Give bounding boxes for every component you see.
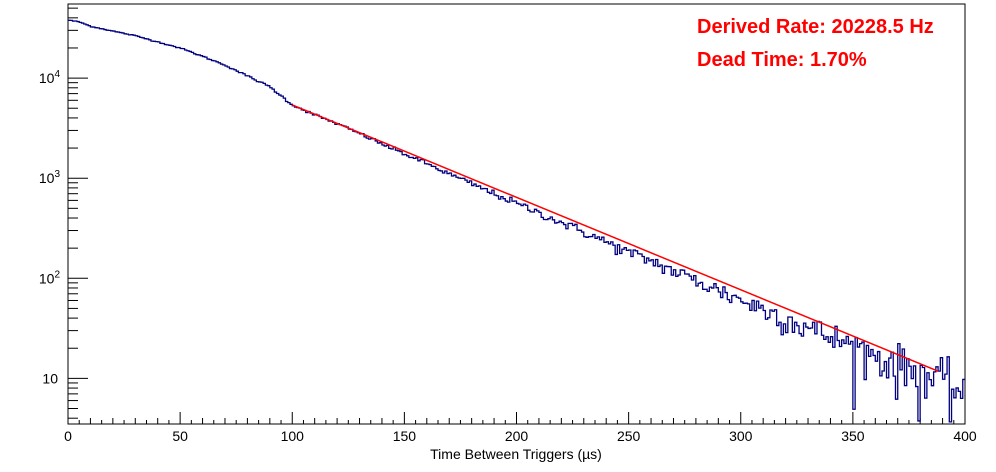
- derived-rate-annotation: Derived Rate: 20228.5 Hz: [697, 16, 934, 38]
- x-tick-label: 300: [729, 428, 753, 444]
- x-tick-label: 200: [505, 428, 529, 444]
- x-tick-label: 150: [393, 428, 417, 444]
- fit-curve: [291, 104, 939, 372]
- y-tick-label: 104: [39, 69, 61, 86]
- x-tick-label: 350: [841, 428, 865, 444]
- y-axis-ticks: 10 102 103 104: [39, 7, 88, 419]
- x-axis-title: Time Between Triggers (µs): [430, 446, 602, 462]
- x-tick-label: 50: [172, 428, 188, 444]
- x-tick-label: 100: [281, 428, 305, 444]
- x-tick-label: 400: [953, 428, 977, 444]
- histogram-series: [68, 19, 965, 423]
- x-tick-label: 0: [64, 428, 72, 444]
- y-tick-label: 103: [39, 169, 61, 186]
- y-tick-label: 102: [39, 269, 61, 286]
- x-axis-ticks: 0 50 100 150 200 250 300 350 400: [64, 412, 977, 444]
- y-tick-label: 10: [42, 370, 58, 386]
- dead-time-annotation: Dead Time: 1.70%: [697, 49, 867, 71]
- x-tick-label: 250: [617, 428, 641, 444]
